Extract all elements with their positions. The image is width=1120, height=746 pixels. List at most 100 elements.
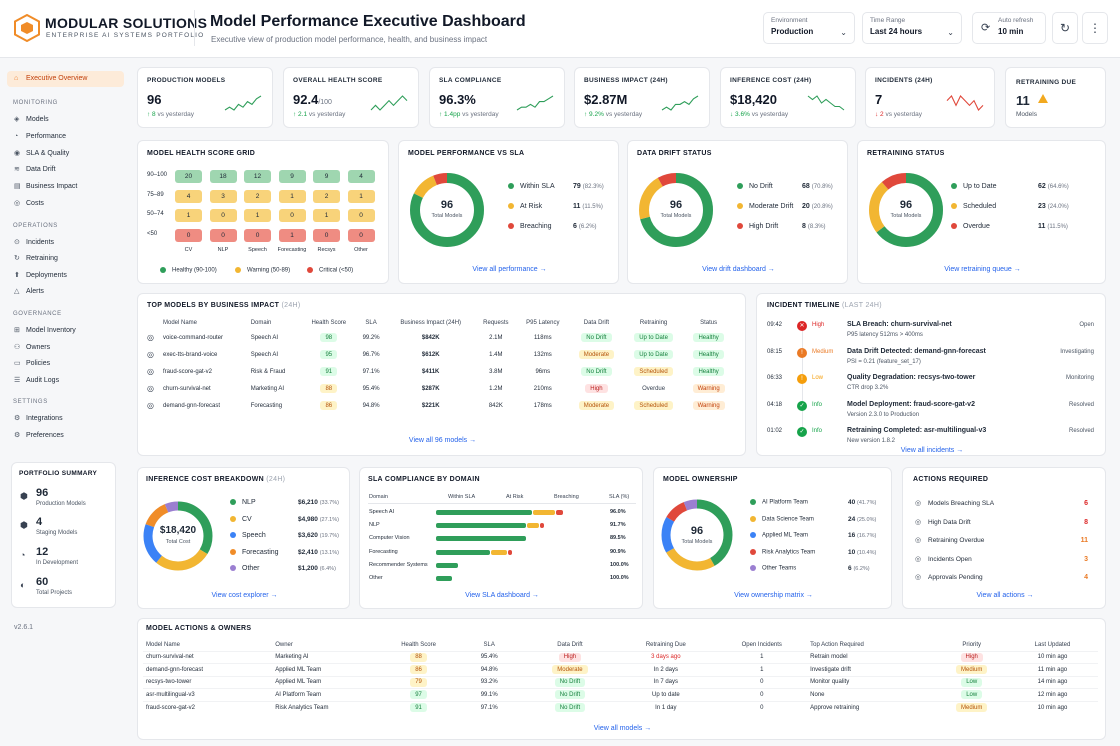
- health-grid-cell[interactable]: 20: [175, 170, 202, 183]
- table-header[interactable]: Priority: [962, 641, 982, 648]
- health-grid-cell[interactable]: 18: [209, 170, 237, 183]
- sla-bar-within[interactable]: [436, 549, 491, 555]
- auto-refresh-select[interactable]: ⟳ Auto refresh 10 min: [972, 12, 1046, 44]
- table-row[interactable]: ◎ fraud-score-gat-v2 Risk & Fraud 91 97.1% $4…: [144, 363, 734, 380]
- table-header[interactable]: Health Score: [401, 641, 436, 648]
- incident-item[interactable]: 09:42 ✕ High SLA Breach: churn-survival-net…: [757, 321, 1107, 345]
- sidebar-item-preferences[interactable]: ⚙ Preferences: [7, 428, 124, 444]
- table-header[interactable]: Requests: [483, 320, 509, 326]
- action-item[interactable]: ◎ Incidents Open 3: [903, 555, 1107, 569]
- sidebar-item-incidents[interactable]: ⊙ Incidents: [7, 235, 124, 251]
- sidebar-item-retraining[interactable]: ↻ Retraining: [7, 251, 124, 267]
- incident-item[interactable]: 06:33! Low Quality Degradation: recsys-two…: [757, 374, 1107, 398]
- sidebar-item-costs[interactable]: ◎ Costs: [7, 196, 124, 212]
- health-grid-cell[interactable]: 1: [244, 209, 271, 222]
- sla-bar-breach[interactable]: [540, 523, 544, 529]
- table-header[interactable]: Owner: [275, 641, 293, 648]
- table-row[interactable]: ◎ voice-command-router Speech AI 98 99.2% $84…: [144, 329, 734, 346]
- table-header[interactable]: Model Name: [163, 320, 198, 326]
- action-item[interactable]: ◎ High Data Drift 8: [903, 518, 1107, 532]
- health-grid-cell[interactable]: 1: [175, 209, 202, 222]
- health-grid-cell[interactable]: 1: [278, 228, 306, 242]
- sla-bar-within[interactable]: [436, 510, 532, 515]
- view-cost-explorer-link[interactable]: View cost explorer →: [211, 592, 278, 599]
- health-grid-cell[interactable]: 0: [347, 209, 375, 222]
- sidebar-item-performance[interactable]: ◔ Performance: [7, 129, 124, 145]
- table-header[interactable]: Retraining: [639, 320, 668, 326]
- sidebar-item-owners[interactable]: ⚇ Owners: [7, 340, 124, 356]
- sidebar-item-model-inventory[interactable]: ⊞ Model Inventory: [7, 323, 124, 339]
- health-grid-cell[interactable]: 12: [244, 170, 271, 183]
- kpi-card[interactable]: BUSINESS IMPACT (24H) $2.87M ↑ 9.2% vs yes…: [574, 67, 710, 128]
- sidebar-item-sla-quality[interactable]: ◉ SLA & Quality: [7, 146, 124, 162]
- table-header[interactable]: Business Impact (24H): [400, 320, 462, 326]
- kpi-card[interactable]: INFERENCE COST (24H) $18,420 ↓ 3.6% vs yes…: [720, 67, 856, 128]
- table-header[interactable]: SLA: [483, 641, 495, 648]
- sla-bar-within[interactable]: [436, 562, 459, 568]
- sidebar-item-business-impact[interactable]: ▤ Business Impact: [7, 179, 124, 195]
- health-grid-cell[interactable]: 1: [313, 209, 340, 222]
- health-grid-cell[interactable]: 1: [347, 189, 375, 203]
- action-item[interactable]: ◎ Models Breaching SLA 6: [903, 499, 1107, 513]
- view-ownership-matrix-link[interactable]: View ownership matrix →: [734, 592, 813, 599]
- table-row[interactable]: fraud-score-gat-v2 Risk Analytics Team 91 9…: [143, 700, 1098, 714]
- health-grid-cell[interactable]: 0: [209, 228, 237, 242]
- table-header[interactable]: Last Updated: [1034, 641, 1071, 648]
- view-all-incidents-link[interactable]: View all incidents →: [900, 447, 964, 454]
- sidebar-item-data-drift[interactable]: ≋ Data Drift: [7, 162, 124, 178]
- sla-bar-within[interactable]: [436, 576, 452, 581]
- health-grid-cell[interactable]: 0: [313, 228, 340, 242]
- health-grid-cell[interactable]: 2: [313, 189, 340, 203]
- table-header[interactable]: Model Name: [146, 641, 181, 648]
- health-grid-cell[interactable]: 0: [347, 228, 375, 242]
- health-grid-cell[interactable]: 0: [244, 228, 271, 242]
- table-row[interactable]: ◎ demand-gnn-forecast Forecasting 86 94.8% $2…: [144, 397, 734, 414]
- kpi-card[interactable]: PRODUCTION MODELS 96 ↑ 8 vs yesterday: [137, 67, 273, 128]
- sidebar-item-alerts[interactable]: △ Alerts: [7, 284, 124, 300]
- health-grid-cell[interactable]: 2: [244, 189, 271, 203]
- table-row[interactable]: ◎ exec-tts-brand-voice Speech AI 95 96.7% $61…: [144, 346, 734, 363]
- health-grid-cell[interactable]: 1: [278, 189, 306, 203]
- table-header[interactable]: Retraining Due: [645, 641, 686, 648]
- table-header[interactable]: Data Drift: [583, 320, 610, 326]
- table-header[interactable]: Data Drift: [557, 641, 583, 648]
- table-row[interactable]: churn-survival-net Marketing AI 88 95.4% Hig…: [143, 650, 1098, 664]
- sla-bar-breach[interactable]: [508, 549, 512, 555]
- action-item[interactable]: ◎ Retraining Overdue 11: [903, 536, 1107, 550]
- kpi-card-retraining-due[interactable]: RETRAINING DUE 11 Models: [1005, 67, 1106, 128]
- sidebar-item-policies[interactable]: ▭ Policies: [7, 356, 124, 372]
- incident-item[interactable]: 04:18 ✓ Info Model Deployment: fraud-score-…: [757, 400, 1107, 425]
- sidebar-item-models[interactable]: ◈ Models: [7, 112, 124, 128]
- donut-card-link[interactable]: View all performance →: [472, 266, 547, 273]
- incident-item[interactable]: 01:02 ✓ Info Retraining Completed: asr-mult…: [757, 427, 1107, 451]
- kpi-card[interactable]: INCIDENTS (24H) 7 ↓ 2 vs yesterday: [865, 67, 995, 128]
- refresh-button[interactable]: ↻: [1052, 12, 1078, 44]
- environment-select[interactable]: Environment Production ⌄: [763, 12, 855, 44]
- health-grid-cell[interactable]: 0: [175, 228, 202, 242]
- health-grid-cell[interactable]: 0: [278, 209, 306, 222]
- view-sla-dashboard-link[interactable]: View SLA dashboard →: [465, 592, 539, 599]
- time-range-select[interactable]: Time Range Last 24 hours ⌄: [862, 12, 962, 44]
- health-grid-cell[interactable]: 9: [278, 170, 306, 183]
- table-header[interactable]: Open Incidents: [741, 641, 782, 648]
- view-all-models-bottom-link[interactable]: View all models →: [593, 725, 652, 732]
- table-row[interactable]: asr-multilingual-v3 AI Platform Team 97 99.…: [143, 688, 1098, 701]
- table-header[interactable]: Top Action Required: [810, 641, 864, 648]
- table-row[interactable]: ◎ churn-survival-net Marketing AI 88 95.4% $2…: [144, 380, 734, 397]
- health-grid-cell[interactable]: 3: [209, 189, 237, 203]
- table-header[interactable]: P95 Latency: [526, 320, 560, 326]
- view-all-actions-link[interactable]: View all actions →: [976, 592, 1034, 599]
- action-item[interactable]: ◎ Approvals Pending 4: [903, 573, 1107, 587]
- view-all-models-link[interactable]: View all 96 models →: [408, 437, 477, 444]
- sidebar-item-deployments[interactable]: ⬆ Deployments: [7, 268, 124, 284]
- table-row[interactable]: demand-gnn-forecast Applied ML Team 86 94.8…: [143, 663, 1098, 676]
- sla-bar-risk[interactable]: [526, 523, 540, 529]
- health-grid-cell[interactable]: 9: [313, 170, 340, 183]
- table-header[interactable]: Domain: [250, 320, 272, 326]
- donut-card-link[interactable]: View drift dashboard →: [702, 266, 775, 273]
- sla-bar-within[interactable]: [436, 536, 526, 542]
- sla-bar-breach[interactable]: [556, 510, 563, 515]
- sla-bar-risk[interactable]: [533, 510, 556, 515]
- kpi-card[interactable]: SLA COMPLIANCE 96.3% ↑ 1.4pp vs yesterday: [429, 67, 565, 128]
- kpi-card[interactable]: OVERALL HEALTH SCORE 92.4/100 ↑ 2.1 vs yes…: [283, 67, 419, 128]
